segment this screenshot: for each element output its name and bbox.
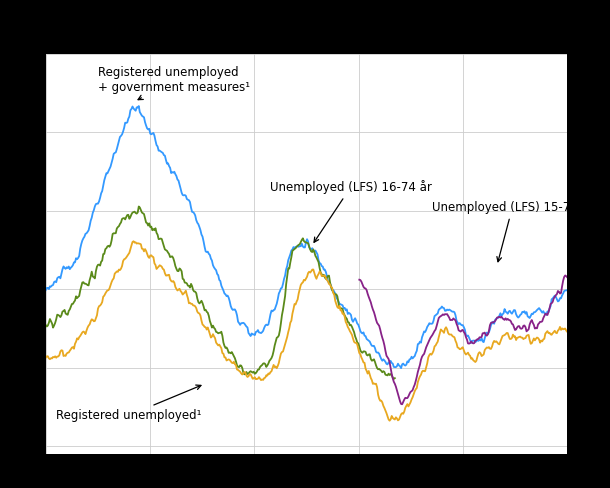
Text: Registered unemployed¹: Registered unemployed¹	[56, 385, 202, 422]
Text: Registered unemployed
+ government measures¹: Registered unemployed + government measu…	[98, 66, 250, 100]
Text: Unemployed (LFS) 15-74 år: Unemployed (LFS) 15-74 år	[432, 200, 594, 262]
Text: Unemployed (LFS) 16-74 år: Unemployed (LFS) 16-74 år	[270, 180, 432, 242]
